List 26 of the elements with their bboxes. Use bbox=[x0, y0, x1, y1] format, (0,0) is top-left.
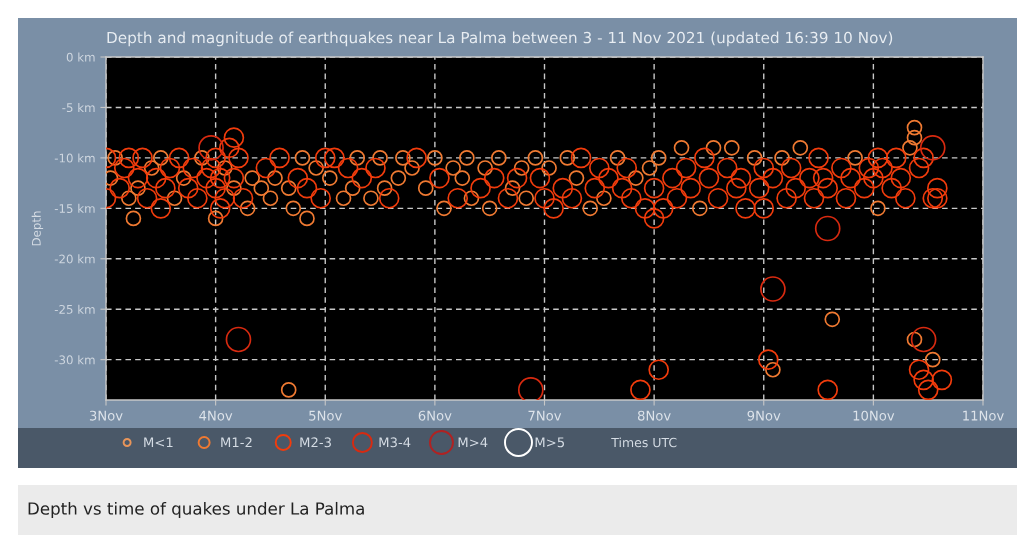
x-tick-label: 3Nov bbox=[89, 410, 123, 421]
y-tick-label: -30 km bbox=[54, 355, 95, 365]
y-tick-label: -25 km bbox=[54, 304, 95, 314]
legend-label: M3-4 bbox=[379, 437, 411, 448]
x-tick-label: 8Nov bbox=[637, 410, 671, 421]
x-tick-label: 9Nov bbox=[747, 410, 781, 421]
legend-label: M>4 bbox=[458, 437, 488, 448]
y-axis-title: Depth bbox=[31, 211, 44, 246]
legend-label: M2-3 bbox=[300, 437, 331, 448]
chart-title: Depth and magnitude of earthquakes near La Palma between 3 - 11 Nov 2021 (updated 16:39 10 Nov) bbox=[107, 31, 893, 47]
x-tick-label: 7Nov bbox=[528, 410, 562, 421]
y-tick-label: 0 km bbox=[66, 52, 95, 62]
y-tick-label: -10 km bbox=[54, 153, 95, 163]
x-tick-label: 4Nov bbox=[199, 410, 233, 421]
y-tick-label: -5 km bbox=[62, 102, 95, 113]
legend-label: M1-2 bbox=[221, 437, 252, 448]
y-tick-label: -20 km bbox=[54, 254, 95, 264]
text: Depth vs time of quakes under La Palma bbox=[28, 501, 364, 519]
text: Times UTC bbox=[611, 437, 677, 448]
x-tick-label: 10Nov bbox=[853, 410, 895, 421]
x-tick-label: 11Nov bbox=[963, 410, 1004, 421]
legend-label: M>5 bbox=[535, 437, 564, 448]
x-tick-label: 6Nov bbox=[418, 410, 452, 421]
x-tick-label: 5Nov bbox=[309, 410, 342, 421]
legend-label: M<1 bbox=[144, 437, 173, 448]
y-tick-label: -15 km bbox=[54, 203, 95, 213]
